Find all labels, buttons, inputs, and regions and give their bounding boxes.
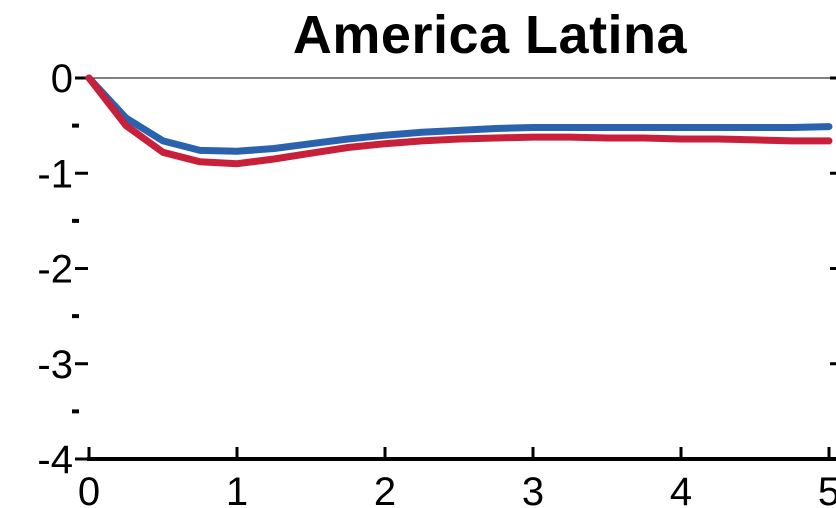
y-tick-label-3: -3	[37, 343, 73, 387]
series-line-1	[85, 74, 833, 168]
x-tick-label-2: 2	[374, 470, 396, 508]
y-tick-label-4: -4	[37, 438, 73, 482]
chart-title: America Latina	[292, 5, 688, 65]
x-tick-label-5: 5	[818, 470, 836, 508]
x-tick-label-4: 4	[670, 470, 692, 508]
x-tick-label-1: 1	[226, 470, 248, 508]
series-line-0	[85, 74, 833, 155]
x-tick-label-3: 3	[522, 470, 544, 508]
axes	[72, 76, 836, 461]
y-tick-label-1: -1	[37, 152, 73, 196]
y-tick-label-2: -2	[37, 248, 73, 292]
series-lines	[85, 74, 833, 168]
tick-labels: 0-1-2-3-40 1 2 3 4 5	[37, 57, 836, 508]
x-tick-label-0: 0	[78, 470, 100, 508]
y-tick-label-0: 0	[51, 57, 73, 101]
